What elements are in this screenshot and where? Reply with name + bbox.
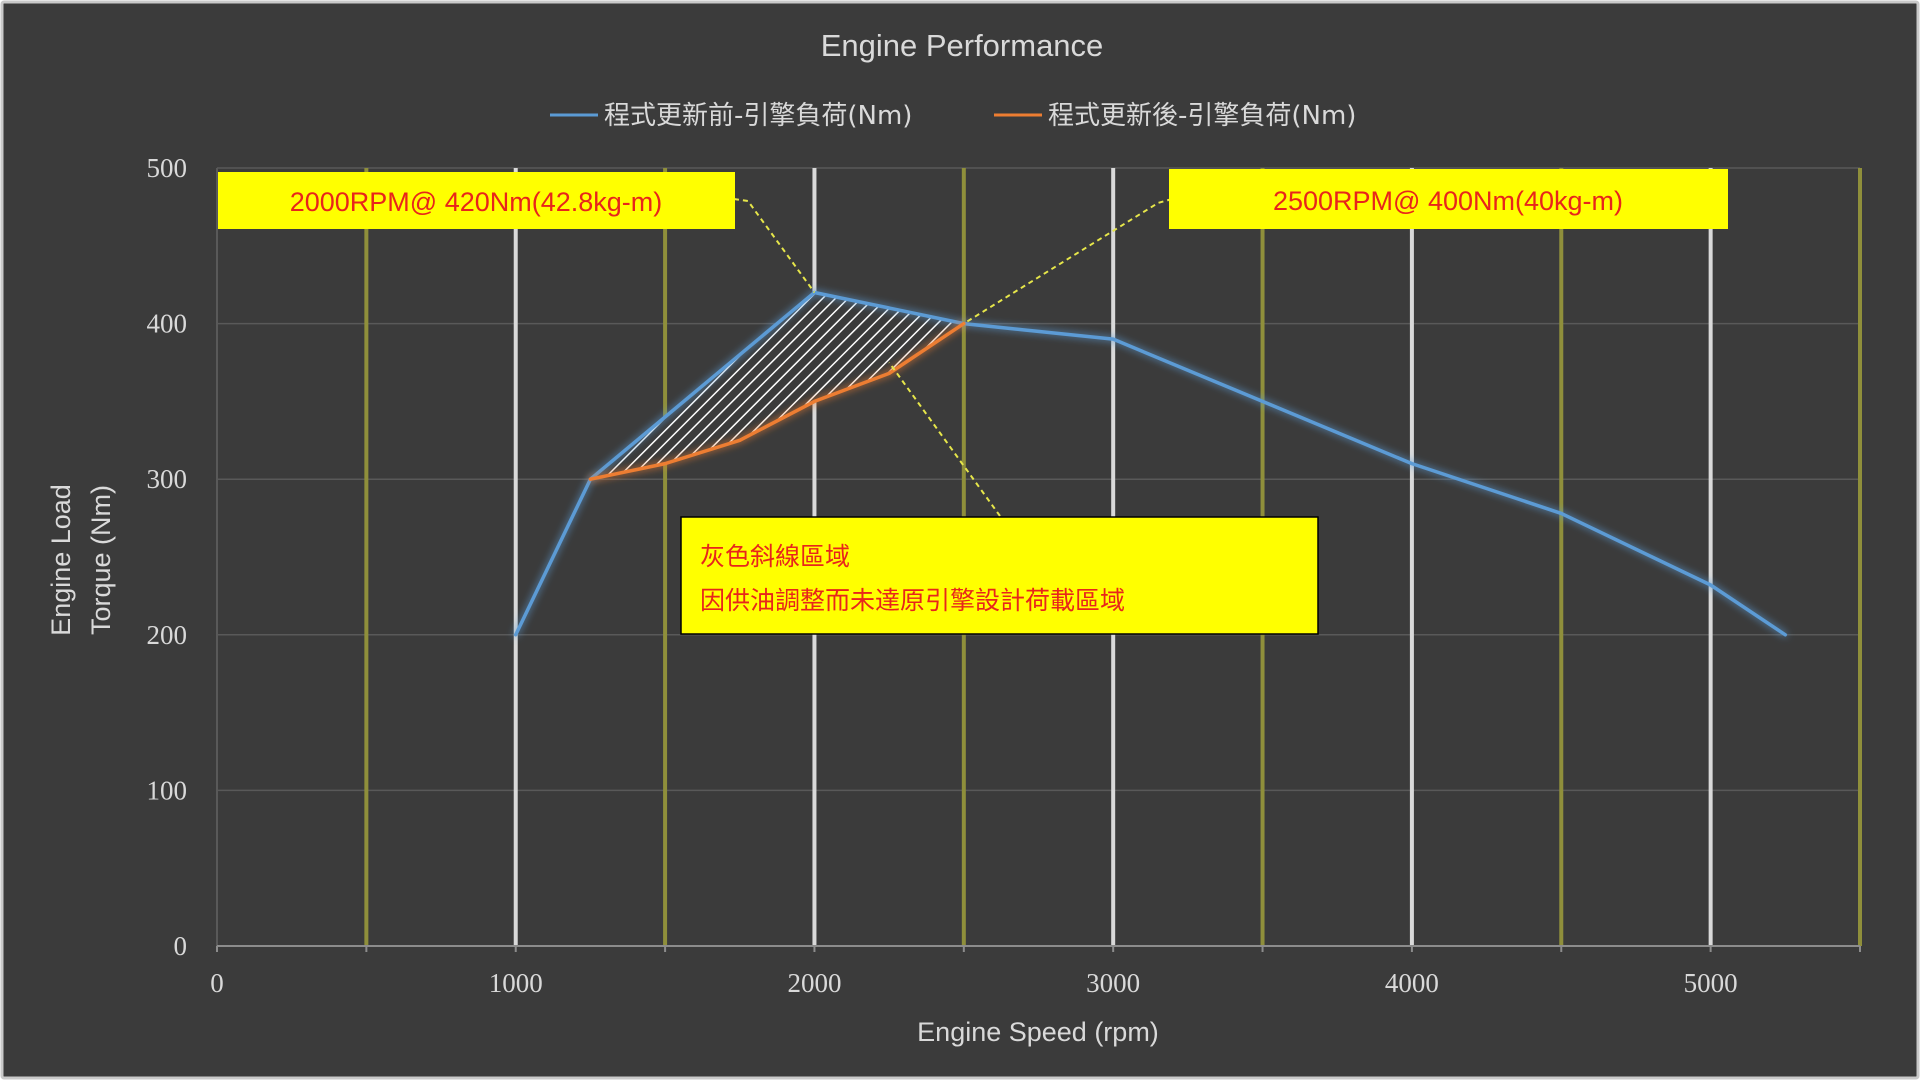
callout-box-2500rpm: 2500RPM@ 400Nm(40kg-m) (1169, 169, 1728, 229)
leader-line-2 (963, 198, 1173, 325)
callout-box-2000rpm-bg (218, 172, 735, 229)
callout-2500rpm-text: 2500RPM@ 400Nm(40kg-m) (1273, 186, 1623, 216)
y-tick-label-200: 200 (147, 620, 188, 650)
series-1-point-4500 (1560, 512, 1562, 514)
series-1-point-3000 (1112, 338, 1114, 340)
legend-label-1: 程式更新前-引擎負荷(Nm) (604, 101, 912, 131)
y-tick-labels: 0 100 200 300 400 500 (147, 153, 188, 961)
callout-hatch-note-line-1: 灰色斜線區域 (700, 542, 850, 571)
x-tick-label-4000: 4000 (1385, 968, 1439, 998)
callout-box-2000rpm: 2000RPM@ 420Nm(42.8kg-m) (218, 172, 735, 229)
y-tick-label-300: 300 (147, 464, 188, 494)
y-tick-label-0: 0 (174, 931, 188, 961)
x-tick-labels: 0 1000 2000 3000 4000 5000 (210, 968, 1737, 998)
series-2-point-2250 (888, 372, 890, 374)
callout-leader-lines (733, 198, 1173, 517)
legend-label-2: 程式更新後-引擎負荷(Nm) (1048, 101, 1356, 131)
series-2-point-1500 (664, 463, 666, 465)
callout-box-2500rpm-bg (1169, 169, 1728, 229)
legend: 程式更新前-引擎負荷(Nm) 程式更新後-引擎負荷(Nm) (550, 101, 1356, 131)
series-1-point-4000 (1411, 463, 1413, 465)
series-2-point-1250 (589, 478, 591, 480)
series-1-point-5250 (1784, 634, 1786, 636)
series-1-point-1000 (515, 634, 517, 636)
series-1-point-3500 (1262, 400, 1264, 402)
callout-box-hatch-note-bg (680, 516, 1319, 635)
x-tick-label-5000: 5000 (1684, 968, 1738, 998)
series-1-point-5000 (1710, 584, 1712, 586)
x-tick-label-0: 0 (210, 968, 224, 998)
series-lines (513, 290, 1788, 637)
leader-line-3 (888, 361, 1001, 517)
x-axis-label: Engine Speed (rpm) (917, 1017, 1159, 1047)
callout-hatch-note-line-2: 因供油調整而未達原引擎設計荷載區域 (700, 586, 1125, 615)
x-tick-label-2000: 2000 (787, 968, 841, 998)
series-2-point-2000 (813, 400, 815, 402)
y-tick-label-500: 500 (147, 153, 188, 183)
series-2-point-1750 (739, 439, 741, 441)
callout-box-hatch-note: 灰色斜線區域 因供油調整而未達原引擎設計荷載區域 (680, 516, 1319, 635)
axes (216, 168, 1861, 952)
y-axis-label-line-1: Engine Load (46, 484, 76, 636)
series-1-point-2700 (1023, 329, 1025, 331)
leader-line-1 (733, 198, 816, 294)
callout-2000rpm-text: 2000RPM@ 420Nm(42.8kg-m) (290, 187, 663, 217)
chart-title: Engine Performance (821, 28, 1104, 63)
series-line-2 (588, 321, 966, 481)
y-tick-label-100: 100 (147, 775, 188, 805)
y-tick-label-400: 400 (147, 309, 188, 339)
y-axis-label-line-2: Torque (Nm) (86, 485, 116, 635)
hatched-deficit-area (590, 292, 964, 480)
horizontal-gridlines (217, 167, 1860, 792)
x-tick-label-1000: 1000 (489, 968, 543, 998)
y-axis-label: Engine Load Torque (Nm) (46, 484, 116, 636)
x-tick-label-3000: 3000 (1086, 968, 1140, 998)
